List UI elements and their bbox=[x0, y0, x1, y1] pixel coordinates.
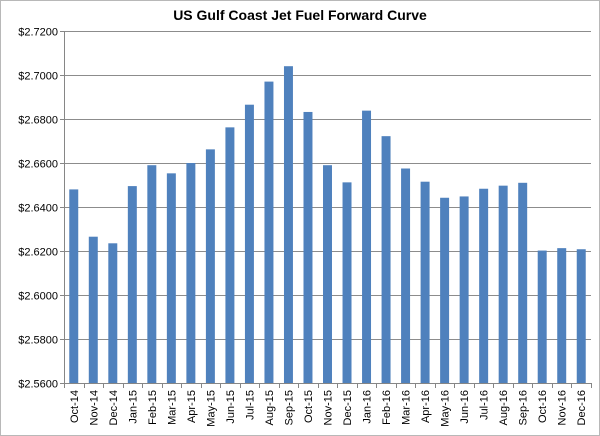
bar bbox=[127, 186, 137, 383]
x-tick-label: Feb-16 bbox=[381, 390, 393, 425]
bar bbox=[401, 168, 411, 383]
y-tick-label: $2.6600 bbox=[18, 159, 58, 171]
x-tick-label: Apr-16 bbox=[420, 390, 432, 423]
bar bbox=[88, 236, 98, 383]
bar bbox=[205, 149, 215, 383]
y-tick-label: $2.6800 bbox=[18, 115, 58, 127]
bar bbox=[518, 182, 528, 383]
y-tick-label: $2.7200 bbox=[18, 27, 58, 39]
bar bbox=[362, 110, 372, 383]
y-axis-tick-labels: $2.5600 $2.5800 $2.6000 $2.6200 $2.6400 $2.66… bbox=[18, 27, 58, 391]
x-axis-tick-labels: Oct-14 Nov-14 Dec-14 Jan-15 Feb-15 Mar-15 Apr-… bbox=[69, 390, 588, 427]
x-tick-label: Sep-15 bbox=[283, 390, 295, 425]
bar bbox=[557, 248, 567, 383]
x-tick-label: Nov-14 bbox=[88, 390, 100, 425]
bar bbox=[166, 173, 176, 383]
x-tick-label: Aug-15 bbox=[264, 390, 276, 425]
bar bbox=[303, 111, 313, 384]
x-tick-label: Oct-16 bbox=[537, 390, 549, 423]
x-tick-label: Mar-15 bbox=[166, 390, 178, 425]
x-tick-label: Nov-15 bbox=[323, 390, 335, 425]
bar bbox=[420, 181, 430, 383]
y-tick-label: $2.5600 bbox=[18, 379, 58, 391]
x-tick-label: Dec-15 bbox=[342, 390, 354, 425]
bar bbox=[264, 81, 274, 383]
x-tick-label: Jan-15 bbox=[127, 390, 139, 424]
x-tick-label: Jul-16 bbox=[479, 390, 491, 420]
x-tick-label: Dec-16 bbox=[576, 390, 588, 425]
x-tick-label: Apr-15 bbox=[186, 390, 198, 423]
bar bbox=[244, 104, 254, 383]
x-tick-label: May-16 bbox=[440, 390, 452, 427]
axes bbox=[60, 31, 592, 388]
bar bbox=[381, 136, 391, 383]
bar bbox=[323, 165, 332, 383]
bar bbox=[283, 66, 293, 383]
bar bbox=[459, 196, 469, 383]
x-tick-label: Sep-16 bbox=[518, 390, 530, 425]
bar bbox=[479, 188, 489, 383]
y-tick-label: $2.5800 bbox=[18, 335, 58, 347]
x-tick-label: Jan-16 bbox=[362, 390, 374, 424]
x-tick-label: Aug-16 bbox=[498, 390, 510, 425]
bar bbox=[147, 165, 157, 383]
x-tick-label: Oct-15 bbox=[303, 390, 315, 423]
y-tick-label: $2.6200 bbox=[18, 247, 58, 259]
bar bbox=[108, 243, 118, 383]
x-tick-label: Mar-16 bbox=[401, 390, 413, 425]
x-tick-label: May-15 bbox=[205, 390, 217, 427]
y-tick-label: $2.6400 bbox=[18, 203, 58, 215]
bar bbox=[69, 189, 79, 383]
x-tick-label: Dec-14 bbox=[108, 390, 120, 425]
bar bbox=[186, 163, 196, 383]
x-tick-label: Jun-15 bbox=[225, 390, 237, 424]
x-tick-label: Feb-15 bbox=[147, 390, 159, 425]
y-tick-label: $2.7000 bbox=[18, 71, 58, 83]
bar bbox=[225, 127, 235, 383]
x-tick-label: Nov-16 bbox=[557, 390, 569, 425]
y-tick-label: $2.6000 bbox=[18, 291, 58, 303]
bar bbox=[342, 182, 352, 383]
chart-title: US Gulf Coast Jet Fuel Forward Curve bbox=[173, 7, 427, 23]
bar bbox=[440, 197, 450, 383]
bar-series bbox=[69, 66, 586, 384]
bar bbox=[537, 250, 547, 383]
x-tick-label: Jun-16 bbox=[459, 390, 471, 424]
x-tick-label: Jul-15 bbox=[244, 390, 256, 420]
bar bbox=[576, 249, 586, 383]
x-tick-label: Oct-14 bbox=[69, 390, 81, 423]
bar bbox=[498, 185, 508, 383]
